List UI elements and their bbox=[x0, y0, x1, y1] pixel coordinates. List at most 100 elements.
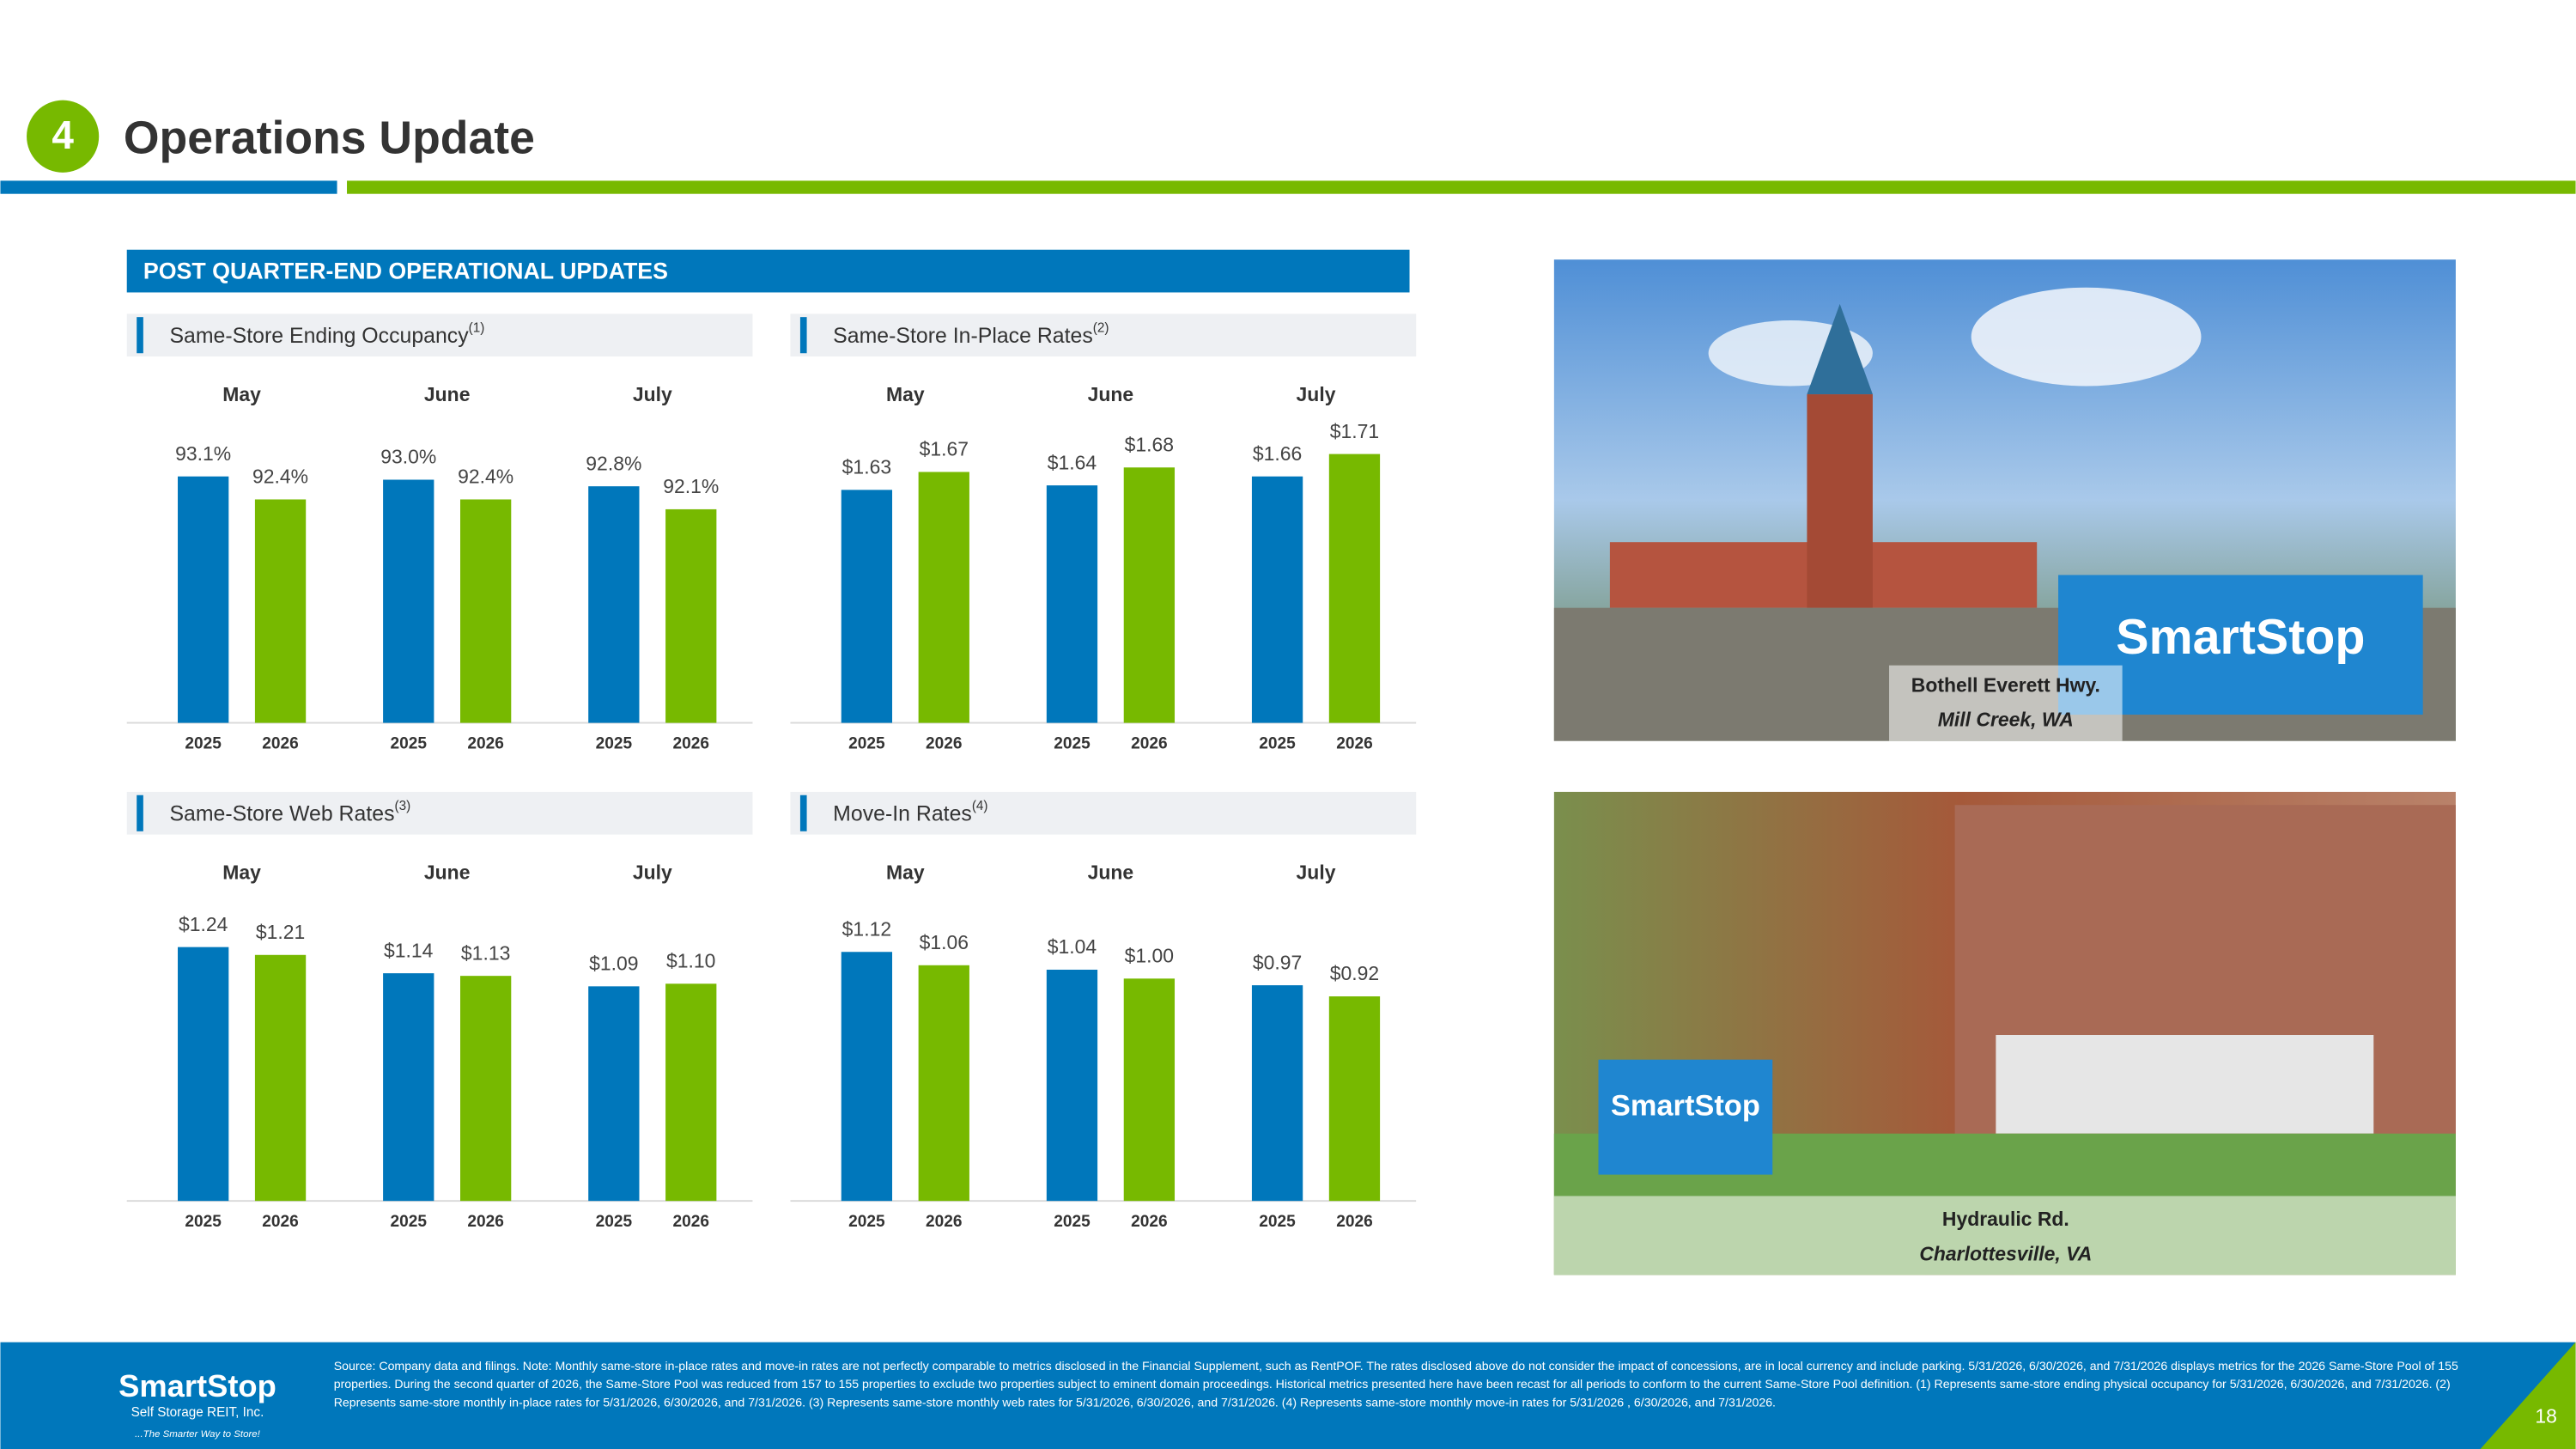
bar bbox=[1046, 485, 1098, 723]
bar bbox=[1123, 978, 1176, 1202]
bar bbox=[178, 476, 229, 723]
chart-title: Move-In Rates(4) bbox=[833, 799, 987, 825]
bar bbox=[460, 976, 512, 1202]
chart-title: Same-Store Web Rates(3) bbox=[169, 799, 410, 825]
bar bbox=[665, 983, 717, 1202]
month-label: July bbox=[1297, 861, 1336, 884]
section-title: POST QUARTER-END OPERATIONAL UPDATES bbox=[143, 259, 668, 284]
page-number: 18 bbox=[2535, 1405, 2557, 1428]
value-label: $1.71 bbox=[1330, 420, 1379, 442]
value-label: $1.00 bbox=[1125, 945, 1174, 967]
chart-title-accent bbox=[799, 317, 807, 354]
year-label: 2025 bbox=[848, 1213, 885, 1231]
year-label: 2025 bbox=[596, 734, 633, 752]
year-label: 2025 bbox=[390, 1213, 427, 1231]
year-label: 2026 bbox=[467, 734, 504, 752]
section-bar bbox=[126, 249, 1410, 293]
bar bbox=[1046, 969, 1098, 1202]
year-label: 2025 bbox=[596, 1213, 633, 1231]
chart-title-note: (1) bbox=[469, 321, 485, 336]
bar bbox=[665, 508, 717, 723]
bar bbox=[1251, 985, 1303, 1202]
bar bbox=[1251, 476, 1303, 723]
year-label: 2026 bbox=[926, 1213, 963, 1231]
value-label: $1.24 bbox=[179, 913, 228, 935]
charts: Same-Store Ending Occupancy(1) May 93.1% 20… bbox=[126, 314, 1417, 1231]
chart-title-text: Same-Store In-Place Rates bbox=[833, 324, 1093, 348]
value-label: $1.64 bbox=[1048, 451, 1097, 473]
year-label: 2025 bbox=[848, 734, 885, 752]
year-label: 2026 bbox=[262, 734, 299, 752]
svg-text:SmartStop: SmartStop bbox=[2116, 610, 2365, 665]
section-badge bbox=[27, 100, 100, 173]
value-label: $1.66 bbox=[1253, 442, 1302, 465]
chart-title-bar bbox=[790, 314, 1417, 357]
chart-title-accent bbox=[137, 317, 143, 354]
chart-title: Same-Store In-Place Rates(2) bbox=[833, 321, 1109, 348]
value-label: $1.68 bbox=[1125, 433, 1174, 455]
footer-note: Source: Company data and filings. Note: … bbox=[333, 1358, 2458, 1410]
year-label: 2025 bbox=[185, 1213, 222, 1231]
chart-title-text: Same-Store Ending Occupancy bbox=[169, 324, 469, 348]
chart: Move-In Rates(4) May $1.12 2025 $1.06 2026 Jun… bbox=[790, 791, 1417, 1231]
bar bbox=[1328, 454, 1381, 723]
year-label: 2026 bbox=[1336, 734, 1373, 752]
month-label: May bbox=[886, 383, 925, 405]
year-label: 2026 bbox=[1336, 1213, 1373, 1231]
svg-text:SmartStop: SmartStop bbox=[1611, 1089, 1760, 1122]
footer-band bbox=[0, 1342, 2576, 1449]
month-label: June bbox=[424, 861, 471, 884]
value-label: $0.97 bbox=[1253, 951, 1302, 973]
value-label: 92.4% bbox=[252, 466, 308, 488]
bar bbox=[254, 954, 307, 1202]
value-label: $1.13 bbox=[461, 941, 510, 964]
photo: SmartStop bbox=[1553, 259, 2456, 741]
value-label: $1.14 bbox=[384, 939, 434, 961]
bar bbox=[1328, 996, 1381, 1202]
photo-location: Mill Creek, WA bbox=[1938, 709, 2074, 731]
value-label: $1.10 bbox=[666, 949, 715, 971]
chart-title-text: Same-Store Web Rates bbox=[169, 801, 394, 825]
year-label: 2026 bbox=[262, 1213, 299, 1231]
footer-tagline: ...The Smarter Way to Store! bbox=[135, 1429, 261, 1440]
bar bbox=[918, 472, 969, 723]
footer-logo: SmartStop bbox=[118, 1368, 276, 1403]
value-label: 93.0% bbox=[380, 446, 436, 468]
bar bbox=[383, 973, 434, 1202]
year-label: 2025 bbox=[1259, 734, 1296, 752]
footer-note-box: Source: Company data and filings. Note: … bbox=[333, 1358, 2458, 1410]
year-label: 2025 bbox=[185, 734, 222, 752]
month-label: June bbox=[1088, 383, 1134, 405]
month-label: May bbox=[886, 861, 925, 884]
month-label: June bbox=[424, 383, 471, 405]
bar bbox=[918, 965, 969, 1202]
bar bbox=[254, 499, 307, 723]
year-label: 2025 bbox=[390, 734, 427, 752]
chart-title-accent bbox=[137, 795, 143, 831]
page-title: Operations Update bbox=[124, 113, 535, 164]
value-label: 93.1% bbox=[175, 442, 231, 465]
year-label: 2026 bbox=[467, 1213, 504, 1231]
chart-title-note: (3) bbox=[395, 799, 411, 813]
month-label: July bbox=[1297, 383, 1336, 405]
chart-title-accent bbox=[799, 795, 807, 831]
value-label: 92.1% bbox=[663, 475, 719, 497]
value-label: $1.04 bbox=[1048, 935, 1097, 958]
photo-location: Charlottesville, VA bbox=[1919, 1242, 2092, 1264]
year-label: 2025 bbox=[1054, 1213, 1091, 1231]
month-label: May bbox=[222, 861, 261, 884]
value-label: 92.4% bbox=[458, 466, 513, 488]
photo: SmartStop bbox=[1553, 791, 2456, 1275]
year-label: 2026 bbox=[672, 734, 709, 752]
chart: Same-Store Web Rates(3) May $1.24 2025 $1.21… bbox=[126, 791, 753, 1231]
bar bbox=[460, 499, 512, 723]
value-label: $1.67 bbox=[920, 438, 969, 460]
year-label: 2025 bbox=[1054, 734, 1091, 752]
bar bbox=[1123, 467, 1176, 723]
photo-caption: Bothell Everett Hwy. bbox=[1911, 674, 2100, 697]
chart-title-bar bbox=[126, 314, 753, 357]
chart-title-text: Move-In Rates bbox=[833, 801, 972, 825]
value-label: $1.21 bbox=[256, 921, 305, 943]
value-label: $1.12 bbox=[842, 917, 891, 940]
chart: Same-Store Ending Occupancy(1) May 93.1% 20… bbox=[126, 314, 753, 752]
